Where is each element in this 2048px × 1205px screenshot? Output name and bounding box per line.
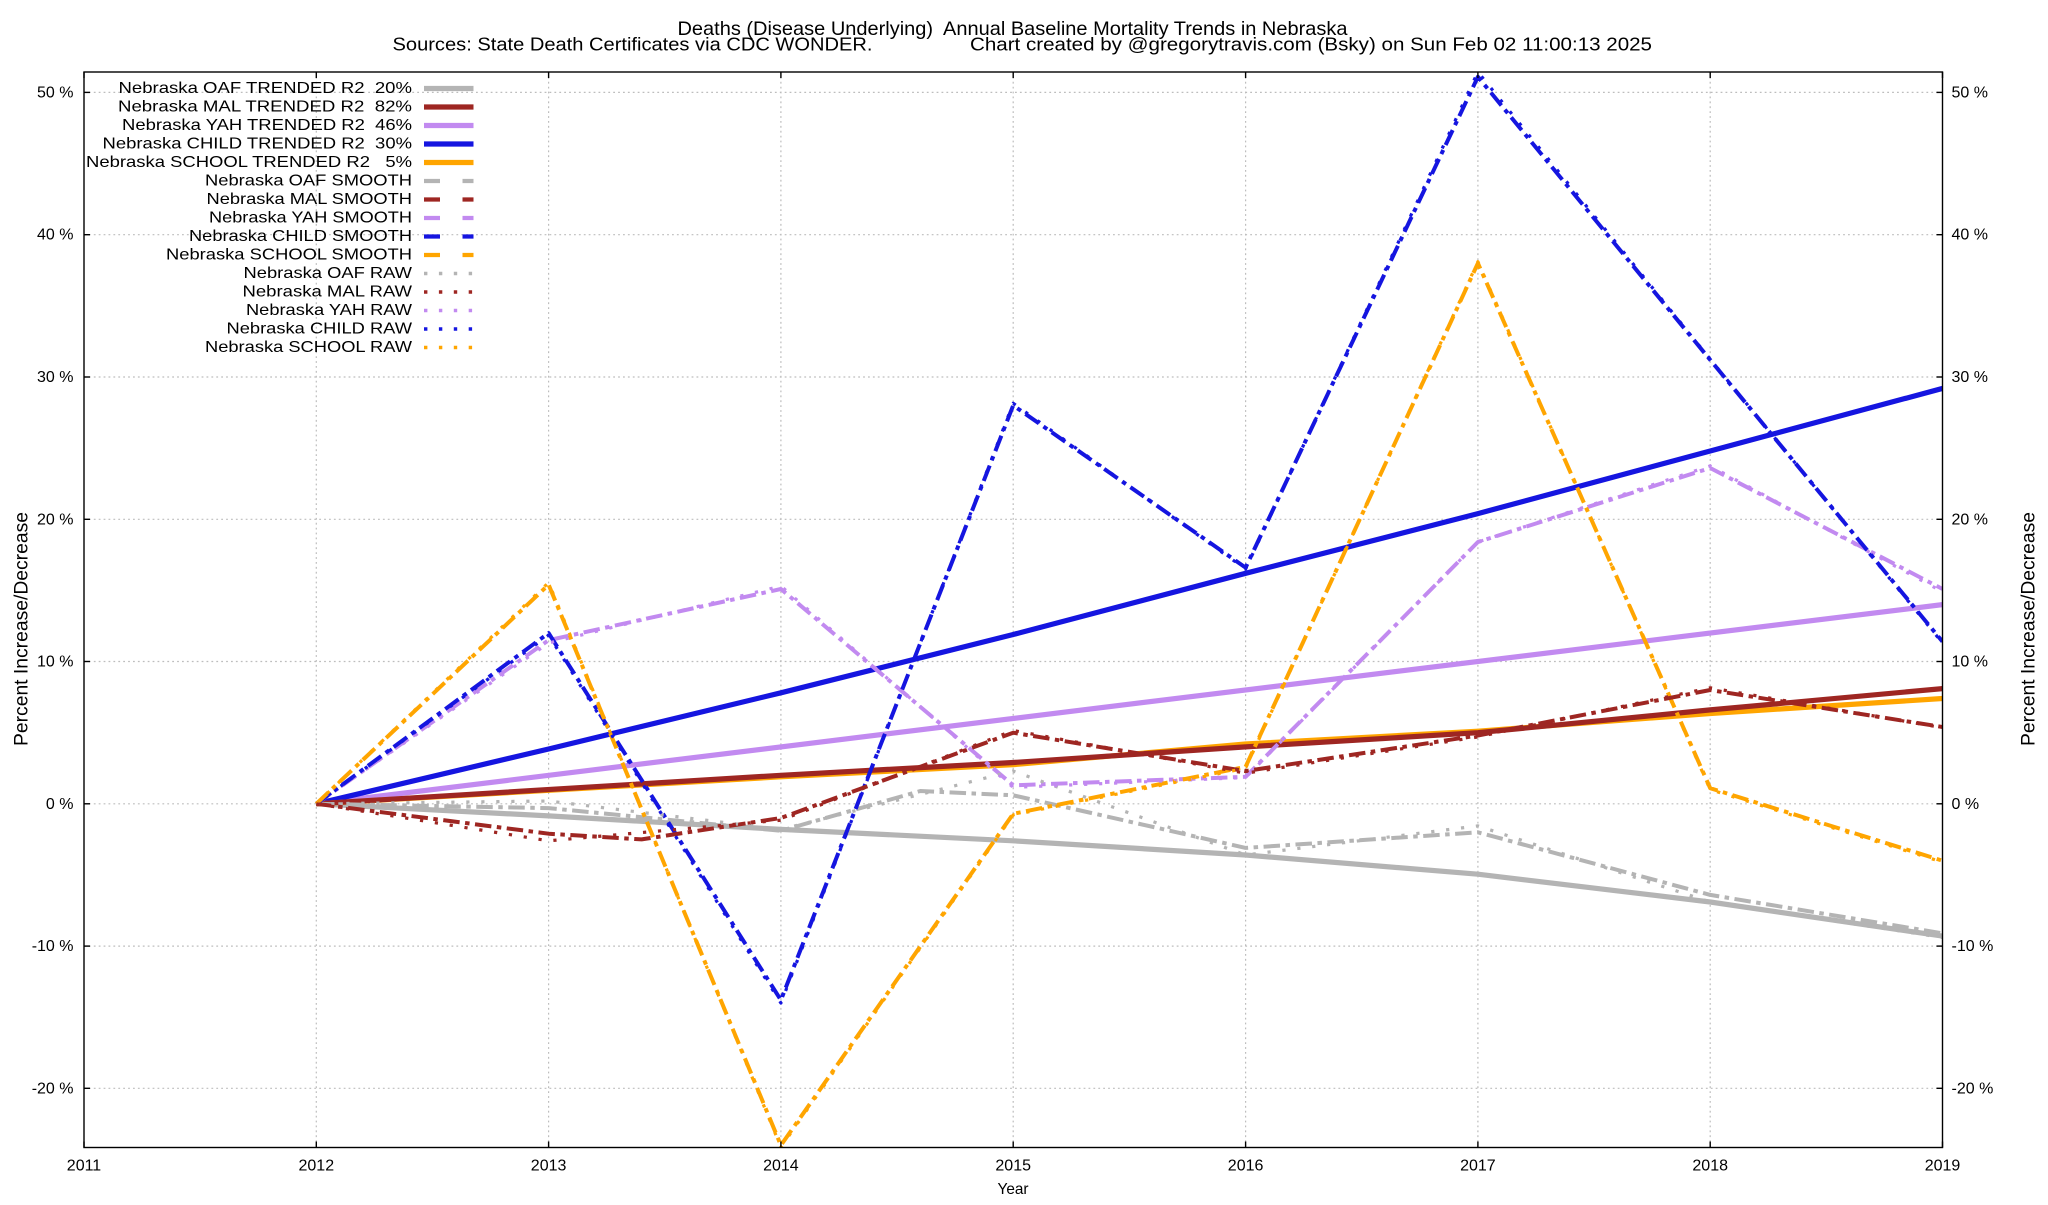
svg-text:Nebraska YAH RAW: Nebraska YAH RAW [246,302,413,319]
svg-text:20 %: 20 % [1952,511,1988,528]
svg-text:Sources: State Death Certifica: Sources: State Death Certificates via CD… [393,34,873,55]
svg-text:10 %: 10 % [1952,654,1988,671]
svg-text:-20 %: -20 % [32,1080,74,1097]
svg-text:Percent Increase/Decrease: Percent Increase/Decrease [2018,512,2040,746]
svg-text:-10 %: -10 % [1952,938,1994,955]
svg-text:Percent Increase/Decrease: Percent Increase/Decrease [11,512,33,746]
svg-text:Nebraska OAF RAW: Nebraska OAF RAW [244,265,414,282]
svg-text:Nebraska SCHOOL SMOOTH: Nebraska SCHOOL SMOOTH [166,247,412,264]
svg-text:40 %: 40 % [37,227,73,244]
svg-text:2015: 2015 [995,1158,1031,1175]
svg-text:Nebraska CHILD TRENDED R2 30%: Nebraska CHILD TRENDED R2 30% [103,136,412,153]
svg-text:2016: 2016 [1228,1158,1264,1175]
svg-text:30 %: 30 % [1952,369,1988,386]
svg-text:40 %: 40 % [1952,227,1988,244]
svg-text:30 %: 30 % [37,369,73,386]
svg-text:20 %: 20 % [37,511,73,528]
svg-text:Nebraska YAH SMOOTH: Nebraska YAH SMOOTH [209,210,412,227]
svg-text:0 %: 0 % [46,796,74,813]
svg-text:Nebraska CHILD RAW: Nebraska CHILD RAW [227,321,414,338]
svg-text:2011: 2011 [67,1158,102,1175]
svg-text:Year: Year [998,1181,1030,1198]
svg-text:Nebraska OAF SMOOTH: Nebraska OAF SMOOTH [205,173,412,190]
svg-text:2018: 2018 [1692,1158,1728,1175]
svg-text:-10 %: -10 % [32,938,74,955]
svg-text:2014: 2014 [763,1158,799,1175]
svg-text:2017: 2017 [1460,1158,1496,1175]
svg-text:Nebraska MAL TRENDED R2 82%: Nebraska MAL TRENDED R2 82% [118,99,412,116]
svg-text:Nebraska SCHOOL RAW: Nebraska SCHOOL RAW [205,339,413,356]
svg-text:0 %: 0 % [1952,796,1980,813]
svg-text:Nebraska OAF TRENDED R2 20%: Nebraska OAF TRENDED R2 20% [119,80,413,97]
svg-text:2012: 2012 [299,1158,335,1175]
svg-text:10 %: 10 % [37,654,73,671]
svg-text:-20 %: -20 % [1952,1080,1994,1097]
svg-text:Nebraska SCHOOL TRENDED R2 5: Nebraska SCHOOL TRENDED R2 5% [86,154,412,171]
svg-text:Deaths (Disease Underlying) A: Deaths (Disease Underlying) Annual Basel… [678,18,1348,40]
svg-text:50 %: 50 % [37,84,73,101]
svg-text:Nebraska CHILD SMOOTH: Nebraska CHILD SMOOTH [189,228,412,245]
svg-text:2013: 2013 [531,1158,567,1175]
svg-text:Chart created by @gregorytravi: Chart created by @gregorytravis.com (Bsk… [970,34,1652,55]
svg-text:2019: 2019 [1925,1158,1961,1175]
svg-text:50 %: 50 % [1952,84,1988,101]
svg-text:Nebraska YAH TRENDED R2 46%: Nebraska YAH TRENDED R2 46% [122,117,412,134]
svg-text:Nebraska MAL SMOOTH: Nebraska MAL SMOOTH [207,191,413,208]
svg-text:Nebraska MAL RAW: Nebraska MAL RAW [243,284,414,301]
